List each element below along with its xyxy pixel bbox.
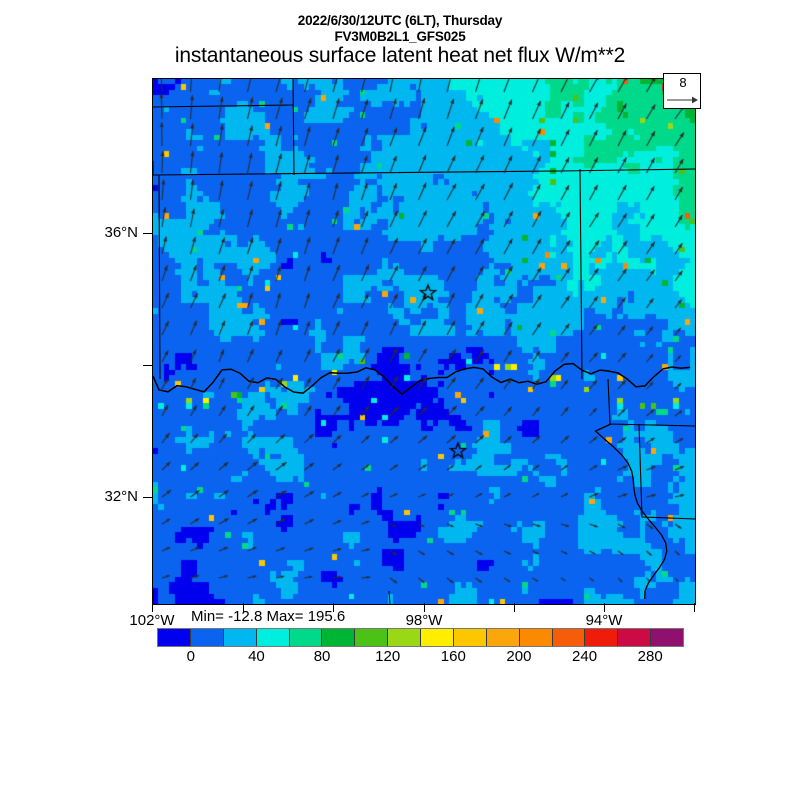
axis-tick-x [694,603,696,612]
wind-vector-key-value: 8 [679,75,687,90]
wind-vector-key: 8 [663,73,701,109]
colorbar-tick-label: 80 [313,648,331,665]
colorbar-segment[interactable] [289,629,323,646]
colorbar-segment[interactable] [651,629,683,646]
colorbar-segment[interactable] [223,629,257,646]
colorbar-segment[interactable] [256,629,290,646]
colorbar-segment[interactable] [519,629,553,646]
colorbar-segment[interactable] [158,629,191,646]
colorbar-tick-label: 200 [506,648,532,665]
axis-tick-x [243,603,245,612]
colorbar[interactable] [158,629,683,646]
colorbar-tick-label: 240 [572,648,598,665]
colorbar-segment[interactable] [552,629,586,646]
axis-tick-x [514,603,516,612]
colorbar-segment[interactable] [355,629,389,646]
colorbar-tick-label: 0 [186,648,195,665]
colorbar-tick-label: 160 [440,648,466,665]
axis-label-x: 102°W [129,612,175,629]
colorbar-segment[interactable] [585,629,619,646]
colorbar-segment[interactable] [190,629,224,646]
colorbar-segment[interactable] [322,629,356,646]
axis-label-y: 36°N [104,224,138,241]
colorbar-segment[interactable] [486,629,520,646]
axis-tick-y-minor [143,365,152,367]
colorbar-segment[interactable] [453,629,487,646]
wind-vector-overlay [153,79,695,604]
colorbar-tick-label: 120 [375,648,401,665]
min-max-readout: Min= -12.8 Max= 195.6 [191,608,346,625]
axis-label-x: 98°W [405,612,443,629]
axis-label-x: 94°W [585,612,623,629]
axis-tick-x [424,603,426,612]
axis-tick-x [152,603,154,612]
colorbar-segment[interactable] [618,629,652,646]
title-datetime: 2022/6/30/12UTC (6LT), Thursday [297,13,503,28]
map-plot-area[interactable] [152,78,696,605]
plot-title: instantaneous surface latent heat net fl… [174,44,626,67]
colorbar-tick-label: 280 [637,648,663,665]
axis-tick-x [333,603,335,612]
axis-label-y: 32°N [104,488,138,505]
colorbar-segment[interactable] [388,629,421,646]
title-model: FV3M0B2L1_GFS025 [334,29,466,44]
colorbar-tick-label: 40 [248,648,265,665]
map-clip [153,79,695,604]
colorbar-segment[interactable] [421,629,454,646]
axis-tick-y [143,233,152,235]
axis-tick-x [604,603,606,612]
axis-tick-y [143,497,152,499]
right-arrow-icon [667,96,698,104]
